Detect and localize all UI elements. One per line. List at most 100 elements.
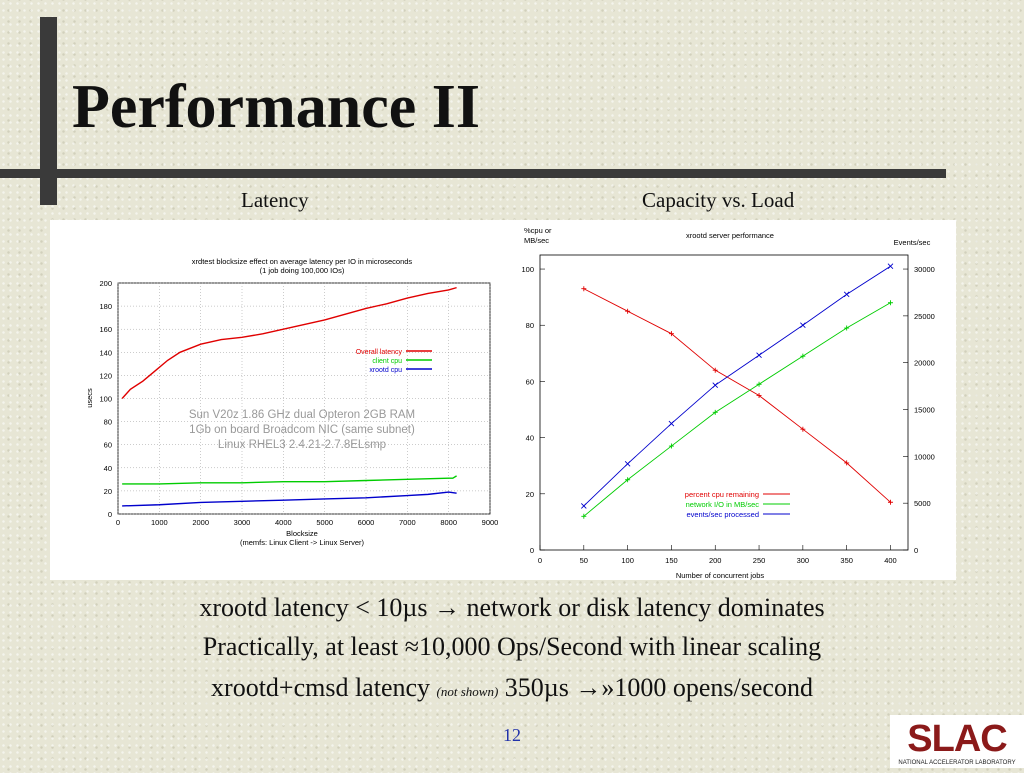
slac-logo: SLAC NATIONAL ACCELERATOR LABORATORY (890, 715, 1024, 768)
data-point (844, 325, 850, 331)
y-tick-label-left: 0 (530, 546, 534, 555)
series-line-xrootd-cpu (122, 491, 457, 507)
y-tick-label-left: 80 (526, 321, 534, 330)
title-vertical-bar (40, 17, 57, 205)
data-point (756, 352, 762, 359)
series-line-events-sec-processed (583, 265, 891, 507)
x-tick-label: 8000 (440, 518, 457, 527)
charts-panel: xrdtest blocksize effect on average late… (50, 220, 956, 580)
y-tick-label-right: 15000 (914, 406, 935, 415)
data-point (756, 381, 762, 387)
legend-label: Overall latency (356, 349, 403, 356)
x-tick-label: 200 (709, 556, 722, 565)
series-line-percent-cpu-remaining (583, 288, 891, 503)
y-tick-label: 0 (108, 510, 112, 519)
annotation-line: Sun V20z 1.86 GHz dual Opteron 2GB RAM (189, 409, 415, 421)
y-tick-label-left: 20 (526, 490, 534, 499)
data-point (843, 291, 850, 298)
y-tick-label: 20 (104, 487, 112, 496)
x-axis-label: Blocksize (286, 529, 318, 538)
x-tick-label: 50 (580, 556, 588, 565)
data-point (581, 513, 587, 519)
x-tick-label: 0 (538, 556, 542, 565)
y-tick-label-left: 100 (521, 265, 534, 274)
annotation-line: 1Gb on board Broadcom NIC (same subnet) (189, 424, 415, 436)
x-tick-label: 250 (753, 556, 766, 565)
legend-label: percent cpu remaining (685, 490, 759, 499)
y-tick-label-right: 0 (914, 546, 918, 555)
y-tick-label: 160 (99, 325, 112, 334)
y-tick-label: 60 (104, 441, 112, 450)
x-tick-label: 2000 (192, 518, 209, 527)
data-point (625, 308, 631, 314)
x-tick-label: 4000 (275, 518, 292, 527)
legend-label: events/sec processed (686, 510, 759, 519)
data-point (624, 461, 631, 467)
data-point (887, 499, 893, 505)
x-tick-label: 7000 (399, 518, 416, 527)
x-tick-label: 300 (797, 556, 810, 565)
x-tick-label: 350 (840, 556, 853, 565)
x-axis-sublabel: (memfs: Linux Client -> Linux Server) (240, 538, 365, 547)
series-line-overall-latency (121, 286, 457, 399)
data-point (580, 503, 587, 509)
capacity-caption: Capacity vs. Load (642, 188, 795, 212)
logo-tagline: NATIONAL ACCELERATOR LABORATORY (898, 760, 1015, 766)
y-tick-label: 140 (99, 348, 112, 357)
data-point (887, 300, 893, 306)
legend-label: xrootd cpu (369, 367, 402, 374)
bullet-note: (not shown) (436, 684, 499, 699)
x-tick-label: 0 (116, 518, 120, 527)
x-tick-label: 1000 (151, 518, 168, 527)
data-point (756, 392, 762, 398)
bullet-line-2: Practically, at least ≈10,000 Ops/Second… (0, 632, 1024, 662)
bullet-text-tail: 350µs →»1000 opens/second (498, 673, 813, 702)
data-point (800, 426, 806, 432)
series-line-network-i-o-in-mb-sec (583, 302, 891, 517)
bullet-text: xrootd latency < 10µs → network or disk … (199, 593, 825, 622)
x-tick-label: 3000 (234, 518, 251, 527)
y-tick-label: 120 (99, 371, 112, 380)
x-tick-label: 400 (884, 556, 897, 565)
x-tick-label: 9000 (482, 518, 499, 527)
plot-frame (539, 254, 909, 551)
x-axis-label: Number of concurrent jobs (676, 571, 765, 580)
y-tick-label-left: 40 (526, 434, 534, 443)
y-axis-label: usecs (85, 388, 94, 408)
x-tick-label: 100 (621, 556, 634, 565)
x-tick-label: 5000 (316, 518, 333, 527)
data-point (668, 420, 675, 427)
bullet-line-3: xrootd+cmsd latency (not shown) 350µs →»… (0, 673, 1024, 703)
y-tick-label: 40 (104, 464, 112, 473)
series-line-client-cpu (122, 475, 457, 485)
left-axis-label-2: MB/sec (524, 236, 549, 245)
logo-wordmark: SLAC (907, 718, 1007, 760)
data-point (712, 382, 719, 388)
x-tick-label: 6000 (358, 518, 375, 527)
y-tick-label-right: 30000 (914, 265, 935, 274)
left-axis-label: %cpu or (524, 226, 552, 235)
legend-label: client cpu (372, 358, 402, 365)
y-tick-label-right: 20000 (914, 359, 935, 368)
y-tick-label: 100 (99, 395, 112, 404)
title-horizontal-rule (0, 169, 946, 178)
y-tick-label-right: 10000 (914, 452, 935, 461)
capacity-chart: xrootd server performance Events/sec Num… (521, 226, 934, 580)
data-point (712, 367, 718, 373)
x-tick-label: 150 (665, 556, 678, 565)
y-tick-label: 200 (99, 279, 112, 288)
y-tick-label-right: 5000 (914, 499, 931, 508)
y-tick-label: 180 (99, 302, 112, 311)
slide-title: Performance II (72, 73, 480, 141)
latency-chart: xrdtest blocksize effect on average late… (85, 257, 498, 547)
latency-caption: Latency (241, 188, 309, 212)
data-point (712, 409, 718, 415)
data-point (668, 443, 674, 449)
bullet-line-1: xrootd latency < 10µs → network or disk … (0, 593, 1024, 623)
data-point (887, 263, 894, 270)
bullet-text: xrootd+cmsd latency (211, 673, 437, 702)
data-point (625, 477, 631, 483)
legend-label: network I/O in MB/sec (686, 500, 760, 509)
bullet-text: Practically, at least ≈10,000 Ops/Second… (202, 632, 822, 661)
data-point (844, 460, 850, 466)
